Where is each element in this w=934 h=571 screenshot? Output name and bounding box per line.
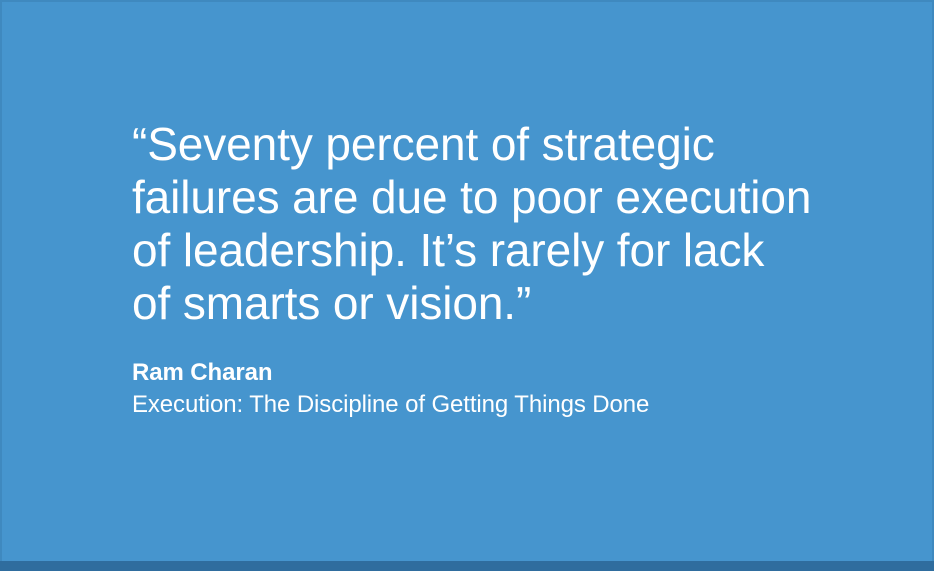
bottom-accent-band: [0, 561, 934, 571]
attribution: Ram Charan Execution: The Discipline of …: [132, 357, 852, 421]
attribution-source: Execution: The Discipline of Getting Thi…: [132, 391, 650, 418]
quote-line-3: of leadership. It’s rarely for lack: [132, 224, 765, 276]
quote-line-2: failures are due to poor execution: [132, 171, 812, 223]
quote-line-4: of smarts or vision.”: [132, 277, 532, 329]
attribution-author: Ram Charan: [132, 359, 273, 386]
quote-block: “Seventy percent of strategic failures a…: [132, 118, 852, 330]
slide-content: “Seventy percent of strategic failures a…: [132, 118, 852, 421]
quote-line-1: “Seventy percent of strategic: [132, 118, 715, 170]
